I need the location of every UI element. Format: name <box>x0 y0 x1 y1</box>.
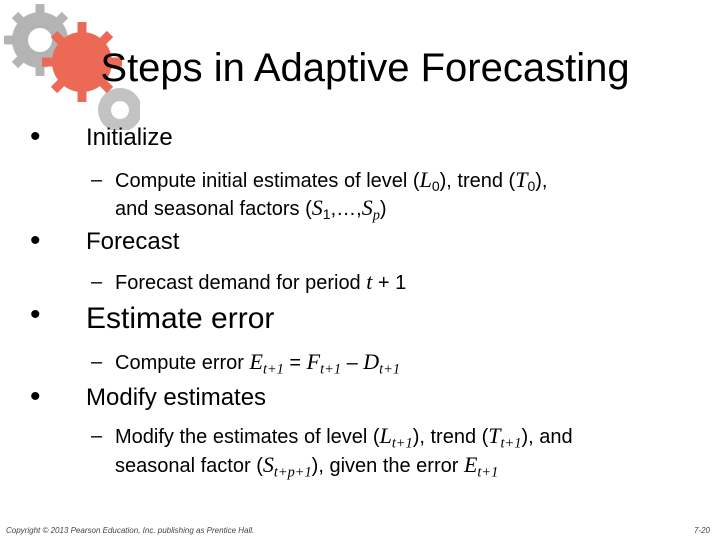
bullet-estimate-error: • Estimate error <box>30 298 275 336</box>
math-segment: L <box>419 167 432 192</box>
footer-copyright: Copyright © 2013 Pearson Education, Inc.… <box>6 526 255 535</box>
math-segment: t+1 <box>320 361 342 378</box>
text-segment: and seasonal factors ( <box>115 198 312 220</box>
math-segment: F <box>306 349 321 374</box>
footer-page-number: 7-20 <box>693 526 710 535</box>
dash-icon: – <box>91 425 103 447</box>
bullet-icon: • <box>30 224 41 257</box>
bullet-label: Forecast <box>86 228 180 255</box>
slide-title: Steps in Adaptive Forecasting <box>100 46 630 90</box>
subline: – Compute error Et+1 = Ft+1 – Dt+1 <box>91 348 401 383</box>
bullet-label: Estimate error <box>86 302 275 335</box>
math-segment: S <box>361 195 373 220</box>
dash-icon: – <box>91 271 103 293</box>
text-segment: ), trend ( <box>439 170 516 192</box>
math-segment: t+1 <box>391 435 413 452</box>
math-segment: 0 <box>431 178 440 195</box>
dash-icon: – <box>91 169 103 191</box>
gray-gear-small-icon <box>98 88 140 130</box>
math-segment: p <box>372 207 380 224</box>
text-segment: Compute initial estimates of level ( <box>115 170 420 192</box>
bullet-label: Modify estimates <box>86 384 267 411</box>
math-segment: t+1 <box>262 361 284 378</box>
math-segment: t <box>366 269 373 294</box>
subline: – Modify the estimates of level (Lt+1), t… <box>91 422 573 457</box>
bullet-modify-estimates: • Modify estimates <box>30 380 267 413</box>
math-segment: S <box>262 452 274 477</box>
text-segment: ,…, <box>330 198 362 220</box>
subline: seasonal factor (St+p+1), given the erro… <box>115 451 498 486</box>
math-segment: 1 <box>322 206 331 223</box>
red-gear-icon <box>42 22 122 102</box>
math-segment: t+p+1 <box>273 464 312 481</box>
bullet-icon: • <box>30 120 41 153</box>
bullet-icon: • <box>30 298 41 331</box>
text-segment: – <box>341 352 364 374</box>
text-segment: ) <box>379 198 387 220</box>
gears-logo <box>4 4 140 130</box>
bullet-forecast: • Forecast <box>30 224 180 257</box>
text-segment: seasonal factor ( <box>115 455 263 477</box>
math-segment: D <box>363 349 380 374</box>
math-segment: S <box>311 195 323 220</box>
text-segment: Forecast demand for period <box>115 272 367 294</box>
text-segment: + 1 <box>372 272 407 294</box>
bullet-initialize: • Initialize <box>30 120 173 153</box>
subline: – Compute initial estimates of level (L0)… <box>91 166 548 200</box>
math-segment: T <box>488 423 501 448</box>
text-segment: Compute error <box>115 352 250 374</box>
text-segment: ), trend ( <box>412 426 489 448</box>
text-segment: ), <box>535 170 548 192</box>
math-segment: L <box>379 423 392 448</box>
bullet-icon: • <box>30 380 41 413</box>
math-segment: t+1 <box>379 361 401 378</box>
math-segment: E <box>463 452 478 477</box>
dash-icon: – <box>91 351 103 373</box>
text-segment: Modify the estimates of level ( <box>115 426 380 448</box>
text-segment: ), given the error <box>311 455 464 477</box>
math-segment: 0 <box>527 178 536 195</box>
text-segment: ), and <box>521 426 573 448</box>
math-segment: t+1 <box>500 435 522 452</box>
text-segment: = <box>283 352 307 374</box>
subline: – Forecast demand for period t + 1 <box>91 268 407 297</box>
subline: and seasonal factors (S1,…,Sp) <box>115 194 387 229</box>
math-segment: T <box>515 167 528 192</box>
math-segment: t+1 <box>477 464 499 481</box>
bullet-label: Initialize <box>86 124 173 151</box>
math-segment: E <box>249 349 263 374</box>
